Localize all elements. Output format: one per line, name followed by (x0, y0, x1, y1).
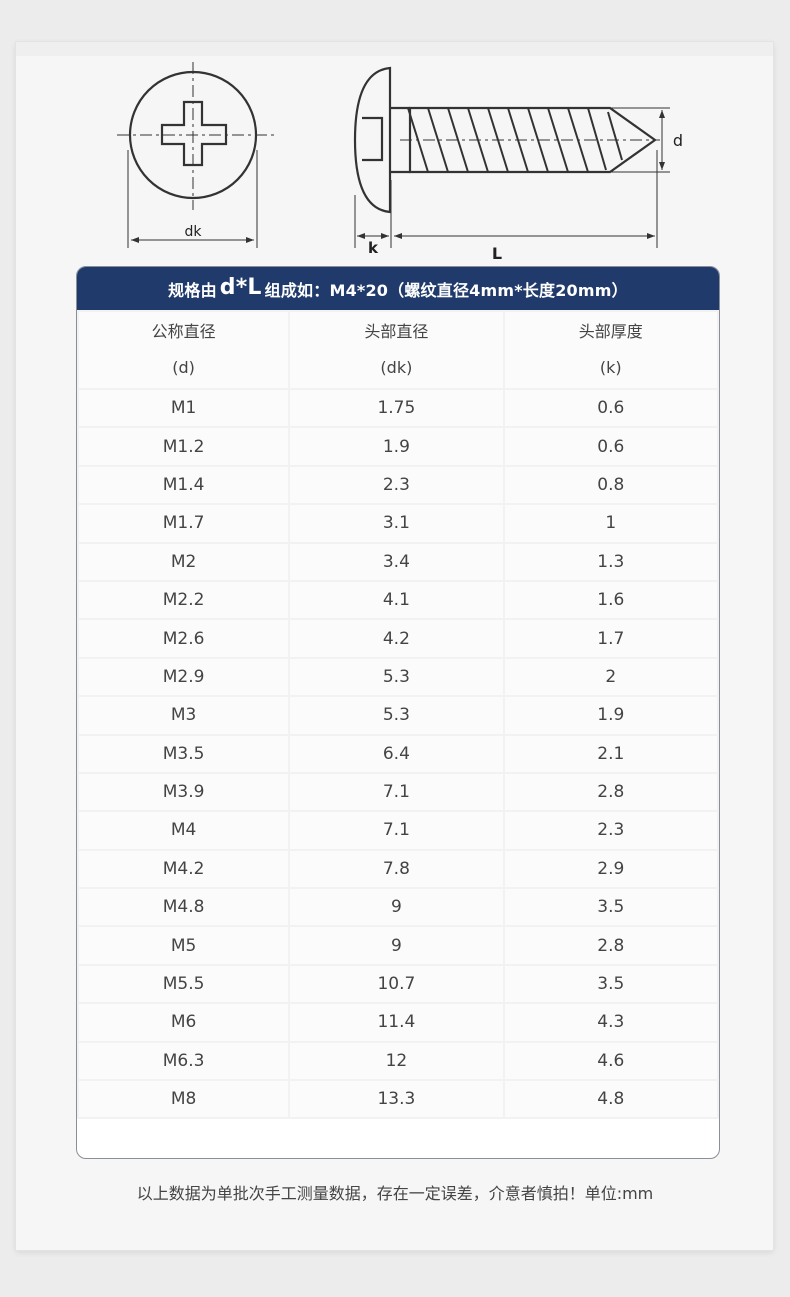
table-cell: 12 (288, 1040, 505, 1082)
table-cell: 3.5 (502, 887, 719, 928)
table-cell: 3.1 (288, 503, 505, 544)
table-cell: 1.3 (502, 541, 719, 582)
table-cell: 7.1 (288, 810, 505, 851)
table-cell: M6.3 (77, 1040, 291, 1082)
table-cell: 1.9 (502, 695, 719, 736)
table-cell: 0.6 (502, 387, 719, 429)
table-row: M6 11.4 4.3 (77, 1002, 719, 1043)
table-cell: 4.8 (502, 1079, 719, 1120)
screw-diagram: dk d (117, 62, 683, 263)
table-cell: M1.2 (77, 426, 291, 467)
table-cell: 1.9 (288, 426, 505, 467)
L-label: L (492, 244, 502, 263)
table-cell: M8 (77, 1079, 291, 1120)
table-row: M2.6 4.2 1.7 (77, 618, 719, 659)
table-cell: M2 (77, 541, 291, 582)
table-cell: M1 (77, 387, 291, 429)
table-cell: M1.7 (77, 503, 291, 544)
column-header-row: 公称直径 (d) 头部直径 (dk) 头部厚度 (k) (77, 310, 719, 390)
screw-side-view (353, 66, 660, 214)
d-dimension (600, 107, 670, 173)
table-cell: 2.1 (502, 733, 719, 774)
table-cell: 0.6 (502, 426, 719, 467)
table-row: M8 13.3 4.8 (77, 1079, 719, 1120)
table-cell: 1 (502, 503, 719, 544)
table-cell: 7.1 (288, 771, 505, 813)
table-cell: 2.9 (502, 848, 719, 890)
table-row: M3 5.3 1.9 (77, 695, 719, 736)
table-cell: M6 (77, 1002, 291, 1043)
table-cell: M3.9 (77, 771, 291, 813)
title-suffix: 组成如：M4*20（螺纹直径4mm*长度20mm） (264, 280, 628, 300)
table-cell: M4.2 (77, 848, 291, 890)
table-cell: 0.8 (502, 464, 719, 506)
k-L-dimensions (354, 150, 658, 248)
table-cell: 7.8 (288, 848, 505, 890)
table-row: M2.9 5.3 2 (77, 656, 719, 698)
spec-table: 规格由 d*L 组成如：M4*20（螺纹直径4mm*长度20mm） 公称直径 (d… (76, 266, 720, 1159)
table-cell: M1.4 (77, 464, 291, 506)
title-prefix: 规格由 (168, 280, 217, 300)
table-row: M1.4 2.3 0.8 (77, 464, 719, 506)
table-cell: 1.6 (502, 579, 719, 621)
table-cell: 2.8 (502, 925, 719, 966)
table-cell: 6.4 (288, 733, 505, 774)
column-header: 头部厚度 (k) (502, 310, 719, 390)
table-cell: 4.2 (288, 618, 505, 659)
column-header: 公称直径 (d) (77, 310, 291, 390)
table-cell: 9 (288, 925, 505, 966)
table-cell: M5 (77, 925, 291, 966)
table-cell: 3.4 (288, 541, 505, 582)
table-cell: 1.7 (502, 618, 719, 659)
table-cell: 11.4 (288, 1002, 505, 1043)
table-row: M4 7.1 2.3 (77, 810, 719, 851)
d-label: d (673, 131, 683, 150)
table-cell: 5.3 (288, 656, 505, 698)
table-cell: 13.3 (288, 1079, 505, 1120)
table-cell: M4.8 (77, 887, 291, 928)
table-cell: 4.1 (288, 579, 505, 621)
table-cell: M2.6 (77, 618, 291, 659)
table-cell: 1.75 (288, 387, 505, 429)
table-row: M6.3 12 4.6 (77, 1040, 719, 1082)
table-row: M3.5 6.4 2.1 (77, 733, 719, 774)
table-row: M1 1.75 0.6 (77, 387, 719, 429)
table-row: M2 3.4 1.3 (77, 541, 719, 582)
table-cell: 2.3 (288, 464, 505, 506)
screw-head-top-view (117, 62, 274, 248)
table-cell: 4.3 (502, 1002, 719, 1043)
table-row: M1.2 1.9 0.6 (77, 426, 719, 467)
table-cell: 3.5 (502, 963, 719, 1005)
table-cell: 2 (502, 656, 719, 698)
table-row: M5 9 2.8 (77, 925, 719, 966)
table-cell: M2.9 (77, 656, 291, 698)
table-cell: M4 (77, 810, 291, 851)
table-row: M1.7 3.1 1 (77, 503, 719, 544)
table-row: M5.5 10.7 3.5 (77, 963, 719, 1005)
table-cell: 2.3 (502, 810, 719, 851)
table-cell: 10.7 (288, 963, 505, 1005)
table-cell: 9 (288, 887, 505, 928)
spec-grid: 公称直径 (d) 头部直径 (dk) 头部厚度 (k) M1 1.75 0.6 M1.2 1.… (77, 310, 719, 1120)
table-title: 规格由 d*L 组成如：M4*20（螺纹直径4mm*长度20mm） (77, 267, 719, 310)
footnote: 以上数据为单批次手工测量数据，存在一定误差，介意者慎拍！单位:mm (136, 1184, 654, 1203)
table-row: M2.2 4.1 1.6 (77, 579, 719, 621)
table-cell: 2.8 (502, 771, 719, 813)
title-formula: d*L (219, 275, 262, 300)
table-cell: 4.6 (502, 1040, 719, 1082)
table-row: M3.9 7.1 2.8 (77, 771, 719, 813)
table-cell: 5.3 (288, 695, 505, 736)
column-header: 头部直径 (dk) (288, 310, 505, 390)
k-label: k (368, 239, 379, 257)
table-cell: M5.5 (77, 963, 291, 1005)
table-cell: M2.2 (77, 579, 291, 621)
table-row: M4.8 9 3.5 (77, 887, 719, 928)
table-cell: M3 (77, 695, 291, 736)
table-row: M4.2 7.8 2.9 (77, 848, 719, 890)
dk-label: dk (185, 224, 203, 240)
table-cell: M3.5 (77, 733, 291, 774)
